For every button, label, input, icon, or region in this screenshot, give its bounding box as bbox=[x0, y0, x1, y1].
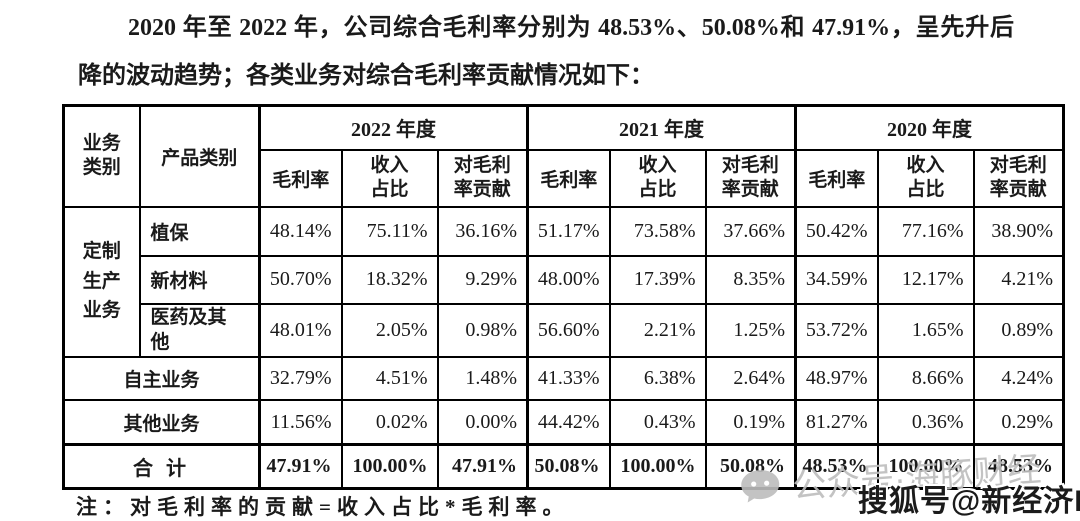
table-cell: 81.27% bbox=[794, 398, 879, 446]
table-cell: 38.90% bbox=[972, 205, 1065, 257]
table-cell: 0.36% bbox=[876, 398, 975, 446]
table-cell: 36.16% bbox=[436, 205, 529, 257]
table-cell: 17.39% bbox=[608, 254, 707, 305]
col-header-business-type: 业务类别 bbox=[62, 104, 141, 208]
table-cell: 1.48% bbox=[436, 355, 529, 401]
intro-paragraph: 2020 年至 2022 年，公司综合毛利率分别为 48.53%、50.08%和… bbox=[78, 4, 1014, 100]
table-cell: 8.35% bbox=[704, 254, 797, 305]
year-header-2022: 2022 年度 bbox=[257, 104, 529, 151]
table-row: 定制 生产 业务 植保 48.14% 75.11% 36.16% 51.17% … bbox=[62, 205, 1065, 358]
table-cell: 0.19% bbox=[704, 398, 797, 446]
wechat-chat-icon bbox=[741, 469, 780, 503]
table-cell: 53.72% bbox=[794, 302, 879, 358]
table-cell: 37.66% bbox=[704, 205, 797, 257]
table-row: 其他业务 11.56% 0.02% 0.00% 44.42% 0.43% 0.1… bbox=[62, 398, 1065, 446]
table-cell: 41.33% bbox=[526, 355, 611, 401]
year-header-row: 业务类别 产品类别 2022 年度 2021 年度 2020 年度 bbox=[62, 104, 1065, 208]
metric-header-contribution: 对毛利率贡献 bbox=[436, 148, 529, 208]
metric-header-revenue-share: 收入占比 bbox=[876, 148, 975, 208]
table-row: 医药及其他 48.01% 2.05% 0.98% 56.60% 2.21% 1.… bbox=[64, 302, 1065, 358]
metric-header-margin: 毛利率 bbox=[526, 148, 611, 208]
table-cell: 0.29% bbox=[972, 398, 1065, 446]
table-cell: 11.56% bbox=[258, 398, 343, 446]
table-cell: 47.91% bbox=[436, 443, 529, 490]
table-cell: 48.53% bbox=[972, 443, 1065, 490]
metric-header-revenue-share: 收入占比 bbox=[608, 148, 707, 208]
intro-line-2: 降的波动趋势；各类业务对综合毛利率贡献情况如下： bbox=[78, 63, 654, 89]
metric-header-revenue-share: 收入占比 bbox=[340, 148, 439, 208]
table-footnote: 注：对毛利率的贡献=收入占比*毛利率。 bbox=[76, 495, 570, 519]
table-cell: 34.59% bbox=[794, 254, 879, 305]
table-cell: 50.70% bbox=[258, 254, 343, 305]
table-cell: 100.00% bbox=[608, 443, 707, 490]
table-cell: 100.00% bbox=[876, 443, 975, 490]
row-label-self-operated: 自主业务 bbox=[62, 355, 261, 401]
table-cell: 77.16% bbox=[876, 205, 975, 257]
row-label-other-business: 其他业务 bbox=[62, 398, 261, 446]
metric-header-contribution: 对毛利率贡献 bbox=[972, 148, 1065, 208]
gross-margin-table: 业务类别 产品类别 2022 年度 2021 年度 2020 年度 毛利率 收入… bbox=[62, 104, 1066, 491]
table-cell: 48.97% bbox=[794, 355, 879, 401]
table-cell: 48.00% bbox=[526, 254, 611, 305]
metric-header-margin: 毛利率 bbox=[258, 148, 343, 208]
metric-header-row: 毛利率 收入占比 对毛利率贡献 毛利率 收入占比 对毛利率贡献 毛利率 收入占比… bbox=[64, 148, 1065, 208]
metric-header-contribution: 对毛利率贡献 bbox=[704, 148, 797, 208]
table-cell: 56.60% bbox=[526, 302, 611, 358]
watermark-dark: 搜狐号@新经济IPO bbox=[858, 485, 1080, 518]
col-header-product-type: 产品类别 bbox=[138, 104, 261, 208]
table-cell: 48.01% bbox=[258, 302, 343, 358]
table-cell: 18.32% bbox=[340, 254, 439, 305]
row-group-custom-production: 定制 生产 业务 bbox=[62, 205, 141, 358]
table-cell: 0.43% bbox=[608, 398, 707, 446]
table-cell: 48.14% bbox=[258, 205, 343, 257]
table-cell: 100.00% bbox=[340, 443, 439, 490]
table-cell: 8.66% bbox=[876, 355, 975, 401]
table-cell: 9.29% bbox=[436, 254, 529, 305]
metric-header-margin: 毛利率 bbox=[794, 148, 879, 208]
table-cell: 75.11% bbox=[340, 205, 439, 257]
row-label-pharma-other: 医药及其他 bbox=[138, 302, 261, 358]
table-cell: 47.91% bbox=[258, 443, 343, 490]
table-cell: 4.21% bbox=[972, 254, 1065, 305]
table-cell: 2.21% bbox=[608, 302, 707, 358]
table-cell: 0.98% bbox=[436, 302, 529, 358]
year-header-2021: 2021 年度 bbox=[526, 104, 797, 151]
table-cell: 50.42% bbox=[794, 205, 879, 257]
table-cell: 0.02% bbox=[340, 398, 439, 446]
table-cell: 0.89% bbox=[972, 302, 1065, 358]
table-cell: 4.24% bbox=[972, 355, 1065, 401]
year-header-2020: 2020 年度 bbox=[794, 104, 1065, 151]
row-label-new-materials: 新材料 bbox=[138, 254, 261, 305]
table-cell: 50.08% bbox=[526, 443, 611, 490]
table-cell: 73.58% bbox=[608, 205, 707, 257]
table-cell: 48.53% bbox=[794, 443, 879, 490]
table-cell: 1.65% bbox=[876, 302, 975, 358]
table-cell: 32.79% bbox=[258, 355, 343, 401]
row-label-plant-protection: 植保 bbox=[138, 205, 261, 257]
table-cell: 6.38% bbox=[608, 355, 707, 401]
watermark-light: 公众号·海豚财经 bbox=[739, 442, 1043, 512]
intro-line-1: 2020 年至 2022 年，公司综合毛利率分别为 48.53%、50.08%和… bbox=[128, 15, 1014, 41]
table-row: 新材料 50.70% 18.32% 9.29% 48.00% 17.39% 8.… bbox=[64, 254, 1065, 305]
table-cell: 44.42% bbox=[526, 398, 611, 446]
table-cell: 2.05% bbox=[340, 302, 439, 358]
table-cell: 2.64% bbox=[704, 355, 797, 401]
table-row: 自主业务 32.79% 4.51% 1.48% 41.33% 6.38% 2.6… bbox=[62, 355, 1065, 401]
table-cell: 1.25% bbox=[704, 302, 797, 358]
table-cell: 12.17% bbox=[876, 254, 975, 305]
table-cell: 4.51% bbox=[340, 355, 439, 401]
table-cell: 0.00% bbox=[436, 398, 529, 446]
row-label-total: 合 计 bbox=[62, 443, 261, 490]
table-cell: 51.17% bbox=[526, 205, 611, 257]
